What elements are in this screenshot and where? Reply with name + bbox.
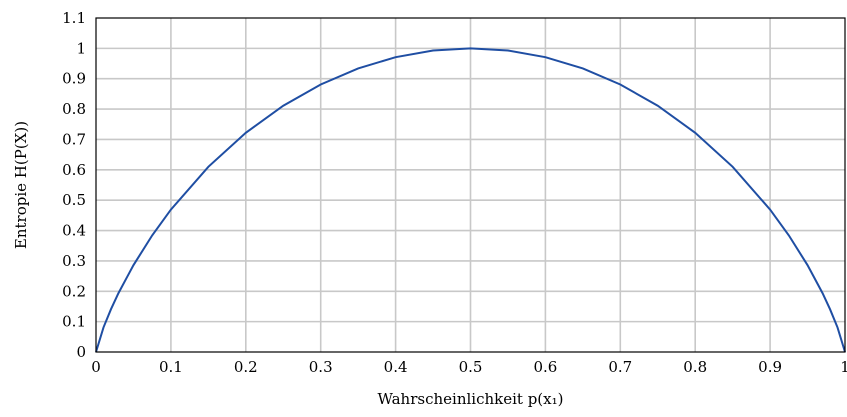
x-tick-label: 0.3 (309, 358, 333, 376)
x-tick-label: 0.4 (384, 358, 408, 376)
y-tick-label: 0.2 (62, 282, 86, 300)
y-tick-label: 0.8 (62, 100, 86, 118)
y-tick-label: 0.4 (62, 222, 86, 240)
x-tick-label: 0.2 (234, 358, 258, 376)
plot-frame (95, 17, 846, 353)
x-tick-label: 0.5 (459, 358, 483, 376)
y-tick-labels: 0 0.1 0.2 0.3 0.4 0.5 0.6 0.7 0.8 0.9 1 1.1 (62, 9, 86, 361)
x-tick-label: 0.9 (758, 358, 782, 376)
y-tick-label: 0.6 (62, 161, 86, 179)
x-tick-label: 0 (91, 358, 101, 376)
y-axis-label: Entropie H(P(X)) (12, 121, 30, 249)
y-tick-label: 1 (76, 39, 86, 57)
y-tick-label: 1.1 (62, 9, 86, 27)
series-layer (95, 47, 846, 353)
y-tick-label: 0.5 (62, 191, 86, 209)
entropy-curve (95, 47, 846, 353)
x-axis-label: Wahrscheinlichkeit p(x₁) (378, 390, 564, 408)
x-tick-label: 0.6 (533, 358, 557, 376)
y-tick-label: 0.9 (62, 70, 86, 88)
x-tick-label: 1 (840, 358, 847, 376)
x-tick-label: 0.1 (159, 358, 183, 376)
x-tick-labels: 0 0.1 0.2 0.3 0.4 0.5 0.6 0.7 0.8 0.9 1 (91, 358, 847, 376)
grid-lines (96, 18, 845, 352)
y-tick-label: 0.1 (62, 313, 86, 331)
x-tick-label: 0.7 (608, 358, 632, 376)
y-tick-label: 0 (76, 343, 86, 361)
x-tick-label: 0.8 (683, 358, 707, 376)
y-tick-label: 0.3 (62, 252, 86, 270)
y-tick-label: 0.7 (62, 130, 86, 148)
